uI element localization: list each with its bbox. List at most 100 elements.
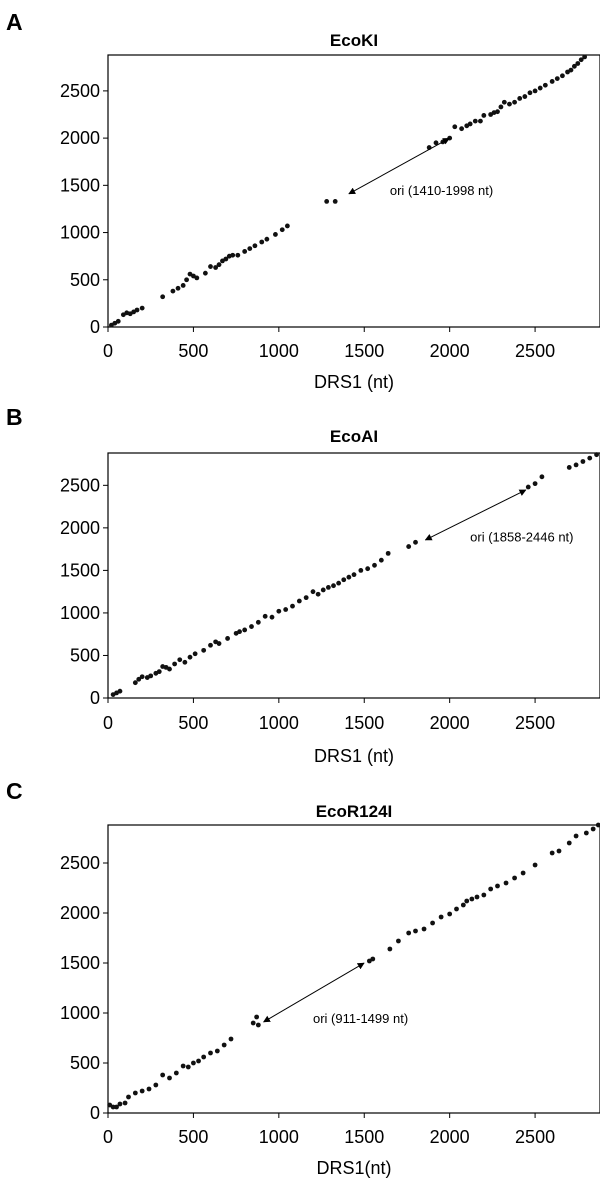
ori-annotation: ori (1410-1998 nt) xyxy=(348,137,493,198)
data-point xyxy=(255,1022,261,1028)
panel-letter: B xyxy=(6,404,23,430)
data-point xyxy=(481,113,487,118)
data-point xyxy=(170,288,176,294)
data-points xyxy=(110,452,599,697)
data-point xyxy=(447,135,453,141)
y-tick-label: 2000 xyxy=(60,903,100,923)
ori-arrow xyxy=(263,962,365,1023)
data-point xyxy=(464,898,470,904)
data-point xyxy=(467,121,473,127)
data-point xyxy=(447,911,453,917)
data-point xyxy=(454,906,459,912)
data-point xyxy=(167,1075,172,1081)
data-point xyxy=(346,574,352,580)
data-point xyxy=(590,826,596,832)
data-point xyxy=(114,1104,119,1110)
data-point xyxy=(413,928,418,934)
data-point xyxy=(146,1086,152,1092)
data-point xyxy=(279,227,285,233)
x-tick-label: 1000 xyxy=(259,341,299,361)
y-tick-label: 1500 xyxy=(60,953,100,973)
data-point xyxy=(469,896,475,902)
plot-frame xyxy=(107,824,600,1114)
x-tick-label: 2500 xyxy=(515,713,555,733)
data-point xyxy=(192,651,198,657)
data-point xyxy=(421,926,427,932)
data-point xyxy=(284,223,290,229)
data-point xyxy=(172,661,178,667)
panel-letter: C xyxy=(6,778,23,804)
data-point xyxy=(495,883,500,889)
data-point xyxy=(341,577,347,583)
data-point xyxy=(501,99,507,105)
data-point xyxy=(247,246,253,252)
data-point xyxy=(372,562,377,568)
x-tick-labels: 0 500 1000 1500 2000 2500 xyxy=(103,1113,555,1147)
data-point xyxy=(498,104,504,110)
data-point xyxy=(259,239,265,245)
panel-b: B EcoAI 0 500 1000 1500 2000 2500 0 500 1000 150… xyxy=(6,404,600,766)
data-point xyxy=(478,118,483,124)
data-point xyxy=(459,126,465,132)
data-point xyxy=(269,614,275,620)
data-point xyxy=(566,840,572,846)
ori-arrow xyxy=(424,489,527,541)
data-point xyxy=(242,249,248,254)
data-point xyxy=(148,673,154,679)
plot-frame xyxy=(107,54,600,328)
data-point xyxy=(167,666,172,672)
y-tick-label: 2500 xyxy=(60,853,100,873)
data-point xyxy=(115,318,121,324)
y-tick-label: 2000 xyxy=(60,128,100,148)
data-point xyxy=(303,595,309,601)
data-point xyxy=(160,1072,166,1078)
data-point xyxy=(184,277,189,283)
data-point xyxy=(228,1036,234,1042)
y-tick-label: 0 xyxy=(90,688,100,708)
data-point xyxy=(537,85,543,91)
data-point xyxy=(525,484,531,490)
x-axis-label: DRS1(nt) xyxy=(316,1158,391,1178)
ori-label: ori (1410-1998 nt) xyxy=(390,183,493,198)
data-point xyxy=(273,232,278,237)
data-point xyxy=(230,252,236,258)
data-point xyxy=(578,57,584,63)
data-point xyxy=(472,118,478,124)
y-tick-label: 1500 xyxy=(60,560,100,580)
data-point xyxy=(324,198,330,204)
ori-annotation: ori (1858-2446 nt) xyxy=(424,489,574,544)
data-point xyxy=(225,636,230,641)
data-point xyxy=(208,1050,213,1056)
data-point xyxy=(156,669,162,675)
y-tick-label: 1500 xyxy=(60,175,100,195)
data-point xyxy=(568,67,574,73)
data-point xyxy=(587,455,593,461)
x-tick-label: 0 xyxy=(103,1127,113,1147)
data-point xyxy=(315,591,321,597)
data-point xyxy=(110,1104,116,1110)
data-point xyxy=(336,580,342,586)
data-point xyxy=(187,654,193,660)
data-point xyxy=(173,1070,179,1076)
x-tick-label: 2500 xyxy=(515,341,555,361)
data-point xyxy=(117,688,123,694)
data-point xyxy=(191,1060,196,1066)
data-point xyxy=(202,270,208,276)
ori-arrow xyxy=(348,137,450,195)
data-point xyxy=(358,567,364,573)
data-point xyxy=(542,82,548,88)
data-point xyxy=(132,1090,138,1096)
x-tick-label: 500 xyxy=(178,1127,208,1147)
data-point xyxy=(223,256,229,262)
x-tick-label: 2500 xyxy=(515,1127,555,1147)
data-point xyxy=(522,94,528,99)
x-tick-label: 1000 xyxy=(259,1127,299,1147)
data-point xyxy=(387,946,393,952)
data-point xyxy=(175,285,181,291)
data-point xyxy=(520,870,526,876)
chart-title: EcoR124I xyxy=(316,802,393,821)
data-point xyxy=(488,886,494,892)
x-tick-labels: 0 500 1000 1500 2000 2500 xyxy=(103,327,555,361)
data-point xyxy=(196,1058,201,1064)
